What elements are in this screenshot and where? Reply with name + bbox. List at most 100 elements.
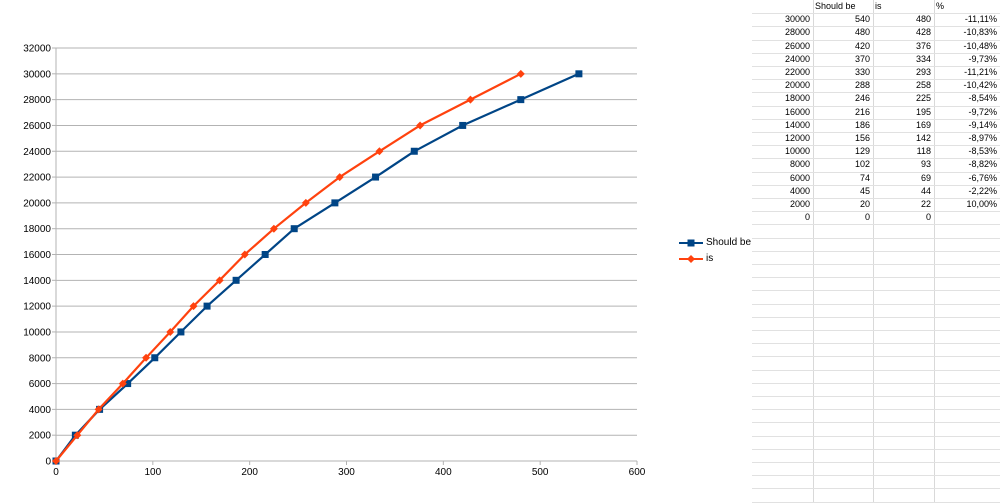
table-cell[interactable]: 540 xyxy=(854,14,870,24)
table-cell[interactable]: 44 xyxy=(920,186,931,196)
table-cell[interactable]: 186 xyxy=(854,120,870,130)
table-cell[interactable]: -8,97% xyxy=(968,133,997,143)
table-cell[interactable]: 6000 xyxy=(789,173,810,183)
row-divider xyxy=(752,449,1000,450)
data-point-diamond xyxy=(73,431,82,440)
spreadsheet-grid[interactable]: Should be is% 30000 540 480 -11,11% 28000 480 42… xyxy=(752,0,1000,503)
table-cell[interactable]: 93 xyxy=(920,159,931,169)
table-cell[interactable]: 22000 xyxy=(784,67,810,77)
row-divider xyxy=(752,383,1000,384)
table-cell[interactable]: 246 xyxy=(854,93,870,103)
table-cell[interactable]: -8,54% xyxy=(968,93,997,103)
table-cell[interactable]: 12000 xyxy=(784,133,810,143)
table-cell[interactable]: 0 xyxy=(804,212,810,222)
table-cell[interactable]: -10,48% xyxy=(963,41,997,51)
data-point-square xyxy=(261,251,269,258)
legend-label: Should be xyxy=(706,237,752,248)
legend-item-is: is xyxy=(678,252,751,268)
table-cell[interactable]: 20 xyxy=(859,199,870,209)
legend-label: is xyxy=(706,253,714,264)
table-cell[interactable]: -8,82% xyxy=(968,159,997,169)
table-cell[interactable]: -10,83% xyxy=(963,27,997,37)
table-cell[interactable]: 0 xyxy=(864,212,870,222)
table-cell[interactable]: -9,14% xyxy=(968,120,997,130)
data-point-diamond xyxy=(416,121,425,130)
table-cell[interactable]: 10000 xyxy=(784,146,810,156)
table-cell[interactable]: -11,21% xyxy=(964,67,997,77)
table-cell[interactable]: 129 xyxy=(854,146,870,156)
row-divider xyxy=(752,396,1000,397)
table-cell[interactable]: 118 xyxy=(916,146,931,156)
header-cell[interactable]: Should be xyxy=(815,1,856,11)
table-cell[interactable]: 258 xyxy=(915,80,931,90)
table-cell[interactable]: 30000 xyxy=(784,14,810,24)
header-cell[interactable] xyxy=(754,0,811,13)
table-cell[interactable]: 20000 xyxy=(784,80,810,90)
table-cell[interactable]: 334 xyxy=(915,54,931,64)
x-axis-tick-labels: 0 100 200 300 400 500 600 xyxy=(53,467,646,478)
row-divider xyxy=(752,79,1000,80)
table-cell[interactable]: 428 xyxy=(915,27,931,37)
table-cell[interactable]: 420 xyxy=(854,41,870,51)
y-tick-label: 12000 xyxy=(23,302,51,313)
row-divider xyxy=(752,211,1000,212)
row-divider xyxy=(752,462,1000,463)
table-cell[interactable]: 18000 xyxy=(784,93,810,103)
table-cell[interactable]: 26000 xyxy=(784,41,810,51)
table-cell[interactable]: -8,53% xyxy=(968,146,997,156)
table-cell[interactable]: -11,11% xyxy=(964,14,997,24)
x-tick-label: 100 xyxy=(144,467,161,478)
table-cell[interactable]: 16000 xyxy=(784,107,810,117)
table-cell[interactable]: -2,22% xyxy=(968,186,997,196)
table-cell[interactable]: -9,73% xyxy=(968,54,997,64)
table-cell[interactable]: 2000 xyxy=(789,199,810,209)
table-cell[interactable]: 195 xyxy=(915,107,931,117)
row-divider xyxy=(752,158,1000,159)
table-cell[interactable]: 376 xyxy=(915,41,931,51)
table-cell[interactable]: 74 xyxy=(859,173,870,183)
table-cell[interactable]: -6,76% xyxy=(968,173,997,183)
row-divider xyxy=(752,13,1000,14)
table-cell[interactable]: 480 xyxy=(854,27,870,37)
table-cell[interactable]: 169 xyxy=(915,120,931,130)
table-cell[interactable]: 0 xyxy=(925,212,931,222)
row-divider xyxy=(752,436,1000,437)
table-cell[interactable]: 14000 xyxy=(784,120,810,130)
table-cell[interactable]: 480 xyxy=(915,14,931,24)
table-cell[interactable]: 370 xyxy=(854,54,870,64)
table-cell[interactable]: 293 xyxy=(915,67,931,77)
row-divider xyxy=(752,66,1000,67)
row-divider xyxy=(752,356,1000,357)
table-cell[interactable] xyxy=(936,211,997,224)
data-point-square xyxy=(410,147,418,155)
table-cell[interactable]: 142 xyxy=(915,133,931,143)
table-cell[interactable]: 4000 xyxy=(789,186,810,196)
table-cell[interactable]: 69 xyxy=(920,173,931,183)
table-cell[interactable]: 330 xyxy=(854,67,870,77)
table-cell[interactable]: -9,72% xyxy=(968,107,997,117)
table-cell[interactable]: 10,00% xyxy=(966,199,997,209)
table-cell[interactable]: 216 xyxy=(854,107,870,117)
row-divider xyxy=(752,238,1000,239)
table-cell[interactable]: 24000 xyxy=(784,54,810,64)
data-point-square xyxy=(575,70,583,78)
row-divider xyxy=(752,422,1000,423)
table-cell[interactable]: -10,42% xyxy=(963,80,997,90)
row-divider xyxy=(752,304,1000,305)
table-cell[interactable]: 28000 xyxy=(784,27,810,37)
y-tick-label: 28000 xyxy=(23,95,51,106)
data-point-diamond xyxy=(166,327,175,336)
data-point-diamond xyxy=(118,379,127,388)
header-cell[interactable]: % xyxy=(936,1,945,11)
table-cell[interactable]: 156 xyxy=(854,133,870,143)
table-cell[interactable]: 22 xyxy=(920,199,931,209)
table-cell[interactable]: 45 xyxy=(859,186,870,196)
x-tick-label: 400 xyxy=(435,467,452,478)
table-cell[interactable]: 102 xyxy=(854,159,870,169)
y-tick-label: 8000 xyxy=(29,353,52,364)
table-cell[interactable]: 8000 xyxy=(789,159,810,169)
y-tick-label: 26000 xyxy=(23,121,51,132)
table-cell[interactable]: 288 xyxy=(854,80,870,90)
header-cell[interactable]: is xyxy=(875,1,882,11)
table-cell[interactable]: 225 xyxy=(915,93,931,103)
